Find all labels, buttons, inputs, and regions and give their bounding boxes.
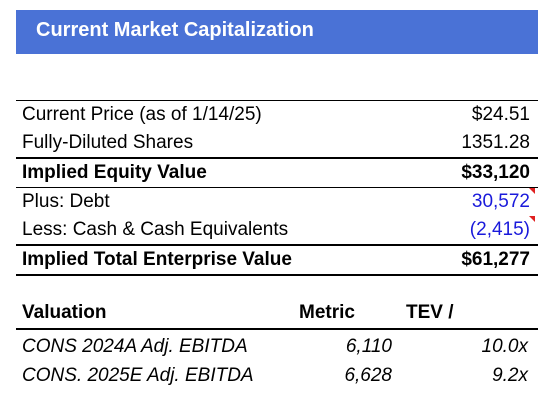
row-label: CONS 2024A Adj. EBITDA bbox=[22, 336, 248, 357]
section-title: Current Market Capitalization bbox=[36, 19, 314, 41]
metric-value: 6,110 bbox=[345, 336, 392, 357]
metric-value: 6,628 bbox=[344, 365, 392, 386]
row-label: Implied Total Enterprise Value bbox=[22, 249, 292, 270]
table-row: Current Price (as of 1/14/25) $24.51 bbox=[16, 100, 538, 129]
valuation-header-row: Valuation Metric TEV / bbox=[16, 300, 538, 330]
row-label: Fully-Diluted Shares bbox=[22, 132, 194, 153]
row-value-input[interactable]: (2,415) bbox=[469, 219, 530, 240]
market-cap-table: Current Price (as of 1/14/25) $24.51 Ful… bbox=[16, 100, 538, 276]
table-row: CONS 2024A Adj. EBITDA 6,110 10.0x bbox=[16, 330, 538, 359]
multiple-value: 10.0x bbox=[481, 336, 528, 357]
row-value-input[interactable]: 30,572 bbox=[471, 191, 530, 212]
tev-header: TEV / bbox=[406, 302, 454, 323]
row-value: $24.51 bbox=[471, 104, 530, 125]
table-row: Plus: Debt 30,572 bbox=[16, 187, 538, 216]
row-value: $61,277 bbox=[461, 249, 530, 270]
table-row: Fully-Diluted Shares 1351.28 bbox=[16, 129, 538, 157]
row-label: Plus: Debt bbox=[22, 191, 110, 212]
table-row-total: Implied Equity Value $33,120 bbox=[16, 157, 538, 187]
comment-flag-icon[interactable] bbox=[529, 188, 535, 194]
table-row-total: Implied Total Enterprise Value $61,277 bbox=[16, 244, 538, 276]
row-label: Implied Equity Value bbox=[22, 162, 207, 183]
row-value: $33,120 bbox=[461, 162, 530, 183]
section-header: Current Market Capitalization bbox=[16, 10, 538, 54]
multiple-value: 9.2x bbox=[492, 365, 528, 386]
comment-flag-icon[interactable] bbox=[529, 216, 535, 222]
row-label: CONS. 2025E Adj. EBITDA bbox=[22, 365, 254, 386]
row-label: Current Price (as of 1/14/25) bbox=[22, 104, 262, 125]
metric-header: Metric bbox=[299, 302, 355, 323]
row-label: Less: Cash & Cash Equivalents bbox=[22, 219, 289, 240]
row-value: 1351.28 bbox=[461, 132, 530, 153]
table-row: CONS. 2025E Adj. EBITDA 6,628 9.2x bbox=[16, 359, 538, 388]
valuation-table: Valuation Metric TEV / CONS 2024A Adj. E… bbox=[16, 300, 538, 388]
valuation-header: Valuation bbox=[22, 302, 107, 323]
table-row: Less: Cash & Cash Equivalents (2,415) bbox=[16, 216, 538, 244]
